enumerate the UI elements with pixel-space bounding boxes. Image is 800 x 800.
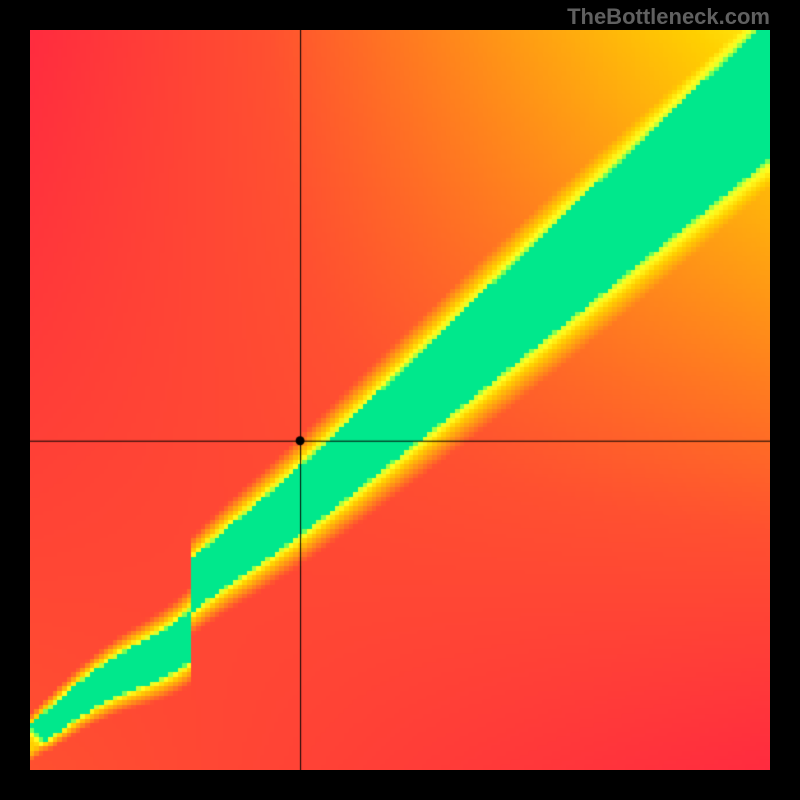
bottleneck-heatmap [30,30,770,770]
watermark-text: TheBottleneck.com [567,4,770,30]
